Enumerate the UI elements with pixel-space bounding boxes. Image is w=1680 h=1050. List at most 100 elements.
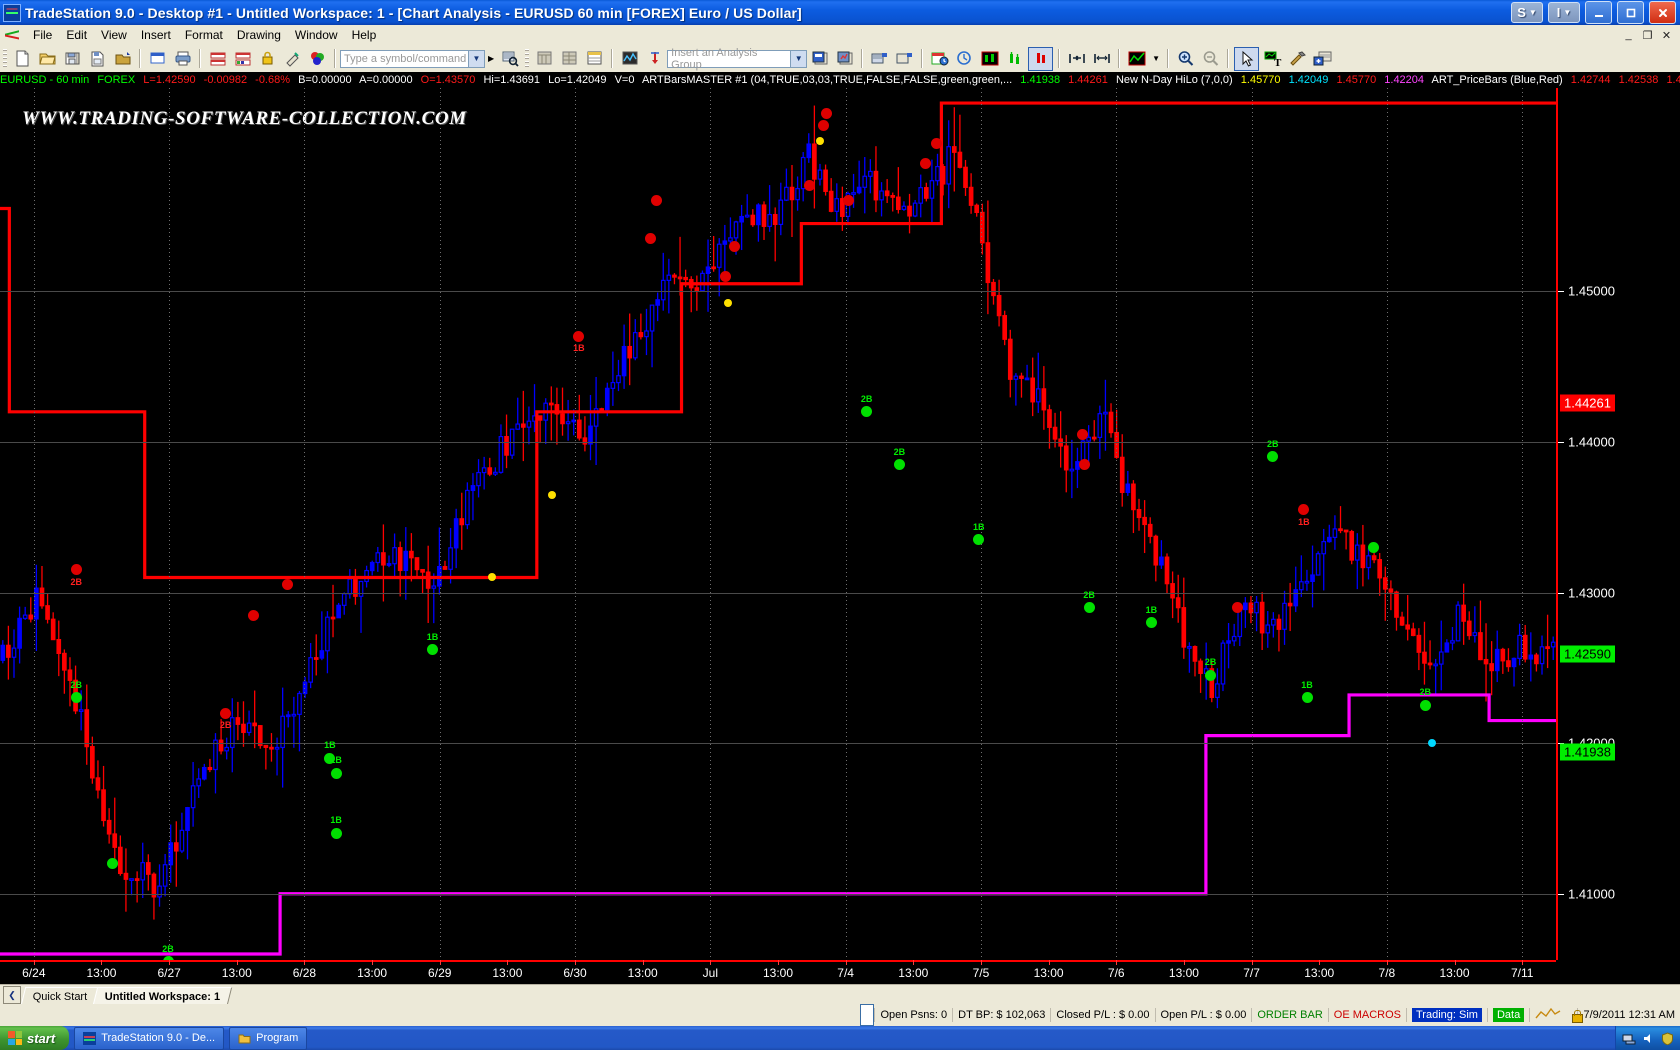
save-as-icon[interactable] (86, 48, 109, 70)
pointer-icon[interactable] (1234, 46, 1260, 71)
strategy-menu-button[interactable]: S ▼ (1511, 2, 1543, 23)
child-close-button[interactable]: ✕ (1661, 29, 1672, 42)
chevron-down-icon[interactable]: ▼ (1152, 54, 1161, 63)
color-palette-icon[interactable] (306, 48, 329, 70)
databar-indicator2-name[interactable]: New N-Day HiLo (7,0,0) (1115, 74, 1233, 86)
analysis-group-input[interactable]: Insert an Analysis Group ▼ (667, 47, 808, 71)
time-tick (439, 960, 441, 965)
menu-item-view[interactable]: View (101, 28, 127, 42)
status-oe-macros-button[interactable]: OE MACROS (1327, 1008, 1406, 1022)
open-folder-icon[interactable] (36, 48, 59, 70)
print-icon[interactable] (171, 48, 194, 70)
status-order-bar-button[interactable]: ORDER BAR (1251, 1008, 1327, 1022)
insert-analysis-icon[interactable] (618, 48, 641, 70)
system-tray[interactable] (1615, 1026, 1680, 1050)
price-bars-icon[interactable] (1028, 46, 1054, 71)
child-restore-button[interactable]: ❐ (1642, 29, 1653, 42)
insert-indicator-icon[interactable] (643, 48, 666, 70)
strategy-menu-label: S (1517, 5, 1526, 20)
workspace-scroll-left-button[interactable]: ❮ (3, 986, 21, 1004)
window-maximize-button[interactable] (1617, 1, 1644, 24)
session-settings-icon[interactable] (953, 48, 976, 70)
menu-item-window[interactable]: Window (294, 28, 338, 42)
menu-item-file[interactable]: File (33, 28, 53, 42)
open-desktop-icon[interactable] (111, 48, 134, 70)
symbol-input-placeholder: Type a symbol/command (344, 52, 467, 65)
toolbar-grip[interactable] (3, 49, 7, 68)
horizontal-gridline (0, 592, 1556, 594)
indicator-menu-button[interactable]: I ▼ (1548, 2, 1580, 23)
time-tick-label: 13:00 (627, 966, 658, 980)
highlighter-icon[interactable] (281, 48, 304, 70)
menu-item-drawing[interactable]: Drawing (236, 28, 281, 42)
window-close-button[interactable] (1649, 1, 1676, 24)
toolbar-separator (1227, 49, 1230, 68)
status-trading-mode-cell[interactable]: Trading: Sim (1406, 1008, 1487, 1022)
workspace-tab-quick-start[interactable]: Quick Start (20, 987, 100, 1005)
signal-marker-sell (248, 609, 260, 621)
time-scale[interactable]: 6/24 13:00 6/27 13:00 6/28 13:00 6/29 13:00 6/30… (0, 960, 1556, 986)
signal-marker-buy (162, 956, 174, 960)
window-minimize-button[interactable] (1585, 1, 1612, 24)
menu-item-help[interactable]: Help (351, 28, 377, 42)
databar-low: Lo=1.42049 (548, 74, 607, 86)
signal-marker-sell (644, 233, 656, 245)
menu-item-insert[interactable]: Insert (140, 28, 171, 42)
menu-item-edit[interactable]: Edit (66, 28, 88, 42)
taskbar-item-tradestation[interactable]: TradeStation 9.0 - De... (74, 1026, 225, 1050)
vertical-gridline (304, 88, 306, 960)
time-tick (642, 960, 644, 965)
quote-grid-icon[interactable] (558, 48, 581, 70)
databar-indicator3-name[interactable]: ART_PriceBars (Blue,Red) (1431, 74, 1563, 86)
save-analysis-group-icon[interactable] (808, 48, 831, 70)
drawing-tools-icon[interactable] (1286, 48, 1309, 70)
new-document-icon[interactable] (11, 48, 34, 70)
window-title: TradeStation 9.0 - Desktop #1 - Untitled… (25, 4, 802, 21)
signal-marker-sell (719, 270, 731, 282)
taskbar-item-program[interactable]: Program (229, 1026, 308, 1050)
format-window-icon[interactable] (868, 48, 891, 70)
vertical-gridline (1386, 88, 1388, 960)
text-tool-icon[interactable]: T (1261, 48, 1284, 70)
print-preview-icon[interactable] (146, 48, 169, 70)
price-scale[interactable]: 1.450001.440001.430001.420001.410001.442… (1556, 88, 1680, 960)
zoom-in-icon[interactable] (1174, 48, 1197, 70)
new-window-icon[interactable] (1311, 48, 1334, 70)
bar-chart-icon[interactable] (1003, 48, 1026, 70)
menu-item-format[interactable]: Format (184, 28, 223, 42)
symbol-input[interactable]: Type a symbol/command ▼ (340, 49, 485, 68)
child-minimize-button[interactable]: _ (1625, 29, 1632, 41)
price-tick-label: 1.45000 (1568, 283, 1615, 299)
time-settings-icon[interactable] (928, 48, 951, 70)
lock-workspace-icon[interactable] (256, 48, 279, 70)
candlestick-icon[interactable] (978, 48, 1001, 70)
chevron-down-icon[interactable]: ▼ (790, 50, 807, 67)
symbol-lookup-icon[interactable] (498, 48, 521, 70)
save-analysis-group-as-icon[interactable] (833, 48, 856, 70)
lock-icon[interactable] (1571, 1009, 1587, 1023)
calendar-grid-icon[interactable] (533, 48, 556, 70)
status-data-cell[interactable]: Data (1486, 1008, 1529, 1022)
time-tick-label: 6/24 (22, 966, 46, 980)
tile-windows-icon[interactable] (231, 48, 254, 70)
compress-bars-icon[interactable] (1065, 48, 1088, 70)
status-open-pl: Open P/L : $ 0.00 (1154, 1008, 1252, 1022)
format-symbol-icon[interactable] (893, 48, 916, 70)
chevron-down-icon: ▼ (1528, 8, 1537, 17)
databar-change: -0.00982 (203, 74, 248, 86)
expand-bars-icon[interactable] (1090, 48, 1113, 70)
chart-plot-area[interactable]: WWW.TRADING-SOFTWARE-COLLECTION.COM 2B 2B… (0, 88, 1556, 960)
cascade-windows-icon[interactable] (206, 48, 229, 70)
zoom-out-icon[interactable] (1199, 48, 1222, 70)
save-workspace-icon[interactable] (61, 48, 84, 70)
toolbar-grip[interactable] (525, 49, 530, 68)
matrix-icon[interactable] (583, 48, 606, 70)
status-day-trade-buying-power: DT BP: $ 102,063 (952, 1008, 1050, 1022)
status-trading-mode-badge: Trading: Sim (1412, 1008, 1482, 1022)
databar-indicator1-name[interactable]: ARTBarsMASTER #1 (04,TRUE,03,03,TRUE,FAL… (641, 74, 1013, 86)
workspace-tab-untitled[interactable]: Untitled Workspace: 1 (93, 987, 233, 1005)
symbol-go-arrow-icon[interactable]: ▶ (488, 54, 495, 63)
chart-style-icon[interactable] (1125, 48, 1148, 70)
chevron-down-icon[interactable]: ▼ (468, 50, 484, 67)
start-button[interactable]: start (0, 1026, 70, 1050)
